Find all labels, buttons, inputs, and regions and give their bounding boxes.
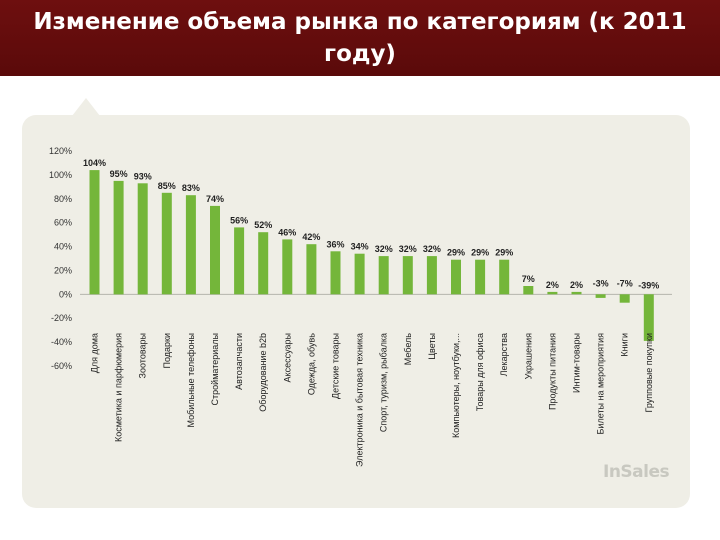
category-label: Косметика и парфюмерия bbox=[114, 333, 124, 442]
value-label: 32% bbox=[399, 244, 417, 254]
category-label: Интим-товары bbox=[572, 333, 582, 393]
bar bbox=[523, 286, 534, 295]
header-banner: Изменение объема рынка по категориям (к … bbox=[0, 0, 720, 76]
insales-logo: InSales bbox=[603, 462, 670, 482]
value-label: 56% bbox=[230, 215, 248, 225]
value-label: 52% bbox=[254, 220, 272, 230]
category-label: Лекарства bbox=[499, 333, 509, 376]
value-labels-group: 104% 95% 93% 85% 83% 74% 56% 52% 46% 42% 36% 34% 32%… bbox=[83, 158, 659, 290]
bar bbox=[258, 232, 269, 295]
bar bbox=[210, 205, 220, 295]
category-label: Одежда, обувь bbox=[306, 333, 316, 395]
bar bbox=[234, 227, 245, 295]
category-label: Компьютеры, ноутбуки,... bbox=[451, 333, 461, 438]
value-label: -39% bbox=[638, 280, 659, 290]
bar bbox=[306, 244, 317, 295]
bar bbox=[89, 170, 100, 295]
category-label: Мебель bbox=[403, 333, 413, 366]
value-label: 32% bbox=[423, 244, 441, 254]
value-label: -3% bbox=[593, 278, 609, 288]
value-label: 95% bbox=[110, 169, 128, 179]
chart-panel bbox=[22, 115, 690, 508]
category-label: Групповые покупки bbox=[644, 333, 654, 413]
y-tick-label: 120% bbox=[49, 146, 72, 156]
value-label: 32% bbox=[375, 244, 393, 254]
value-label: 29% bbox=[447, 248, 465, 258]
bar bbox=[571, 291, 582, 295]
bar bbox=[113, 180, 124, 295]
category-label: Подарки bbox=[162, 333, 172, 369]
y-tick-label: 80% bbox=[54, 194, 72, 204]
value-label: 85% bbox=[158, 181, 176, 191]
y-axis: 120% 100% 80% 60% 40% 20% 0% -20% -40% -60% bbox=[49, 146, 72, 371]
category-label: Для дома bbox=[90, 333, 100, 373]
value-label: -7% bbox=[617, 278, 633, 288]
value-label: 74% bbox=[206, 194, 224, 204]
category-label: Детские товары bbox=[331, 333, 341, 399]
category-label: Спорт, туризм, рыбалка bbox=[379, 333, 389, 432]
bar bbox=[595, 294, 606, 298]
value-label: 83% bbox=[182, 183, 200, 193]
y-tick-label: -60% bbox=[51, 361, 72, 371]
category-label: Электроника и бытовая техника bbox=[355, 333, 365, 467]
bar bbox=[354, 253, 365, 295]
category-label: Аксессуары bbox=[282, 333, 292, 382]
y-tick-label: 20% bbox=[54, 265, 72, 275]
y-tick-label: 40% bbox=[54, 242, 72, 252]
value-label: 42% bbox=[302, 232, 320, 242]
value-label: 29% bbox=[495, 248, 513, 258]
bar bbox=[426, 256, 437, 295]
bar bbox=[378, 256, 389, 295]
value-label: 29% bbox=[471, 248, 489, 258]
bar bbox=[475, 259, 486, 295]
bar bbox=[185, 195, 196, 295]
value-label: 36% bbox=[326, 239, 344, 249]
category-label: Зоотовары bbox=[138, 333, 148, 378]
value-label: 34% bbox=[351, 242, 369, 252]
bar bbox=[499, 259, 510, 295]
page-title: Изменение объема рынка по категориям (к … bbox=[33, 9, 687, 67]
bar bbox=[330, 251, 341, 295]
category-label: Мобильные телефоны bbox=[186, 333, 196, 428]
category-label: Книги bbox=[620, 333, 630, 357]
category-label: Оборудование b2b bbox=[258, 333, 268, 412]
y-tick-label: 100% bbox=[49, 170, 72, 180]
category-label: Товары для офиса bbox=[475, 333, 485, 411]
category-labels-group: Для дома Косметика и парфюмерия Зоотовары П… bbox=[90, 333, 654, 467]
y-tick-label: 60% bbox=[54, 218, 72, 228]
category-label: Украшения bbox=[523, 333, 533, 379]
bar bbox=[137, 183, 148, 295]
value-label: 2% bbox=[570, 280, 583, 290]
bar bbox=[643, 294, 654, 341]
bar bbox=[619, 294, 630, 303]
value-label: 2% bbox=[546, 280, 559, 290]
y-tick-label: -40% bbox=[51, 337, 72, 347]
y-tick-label: 0% bbox=[59, 289, 72, 299]
bar bbox=[451, 259, 461, 295]
bar bbox=[161, 192, 172, 295]
value-label: 104% bbox=[83, 158, 106, 168]
value-label: 7% bbox=[522, 274, 535, 284]
bar bbox=[282, 239, 293, 295]
y-tick-label: -20% bbox=[51, 313, 72, 323]
bar bbox=[547, 291, 558, 295]
callout-pointer bbox=[72, 98, 100, 116]
bars-group bbox=[89, 170, 654, 341]
category-label: Цветы bbox=[427, 333, 437, 360]
category-label: Стройматериалы bbox=[210, 333, 220, 405]
value-label: 93% bbox=[134, 171, 152, 181]
category-label: Продукты питания bbox=[547, 333, 557, 410]
category-label: Автозапчасти bbox=[234, 333, 244, 390]
bar bbox=[402, 256, 413, 295]
value-label: 46% bbox=[278, 227, 296, 237]
category-label: Билеты на мероприятия bbox=[596, 333, 606, 435]
